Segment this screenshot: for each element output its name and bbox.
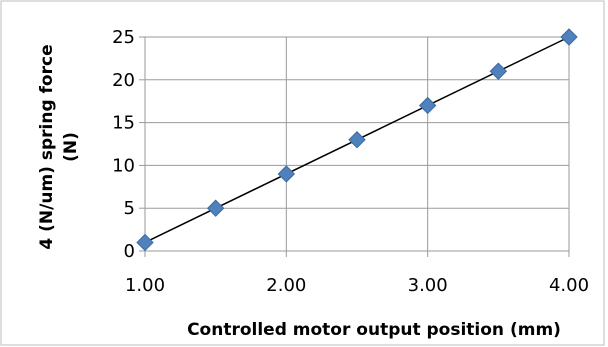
x-tick-label: 2.00	[266, 275, 306, 296]
y-tick-label: 20	[112, 70, 135, 91]
y-axis-title-line-2: (N)	[61, 132, 81, 162]
x-axis-title: Controlled motor output position (mm)	[187, 320, 561, 340]
data-point-marker	[489, 62, 508, 80]
x-tick-label: 4.00	[549, 275, 589, 296]
data-point-marker	[136, 233, 154, 252]
y-axis-title-line-1: 4 (N/um) spring force	[37, 44, 57, 249]
data-point-marker	[277, 165, 296, 183]
data-point-marker	[560, 28, 578, 46]
x-tick-labels: 1.00 2.00 3.00 4.00	[125, 275, 589, 296]
y-tick-labels: 0 5 10 15 20 25	[112, 27, 135, 262]
data-point-marker	[206, 199, 225, 217]
axes	[139, 36, 570, 257]
x-tick-label: 1.00	[125, 275, 165, 296]
data-point-marker	[418, 96, 437, 115]
data-points	[136, 28, 578, 252]
x-tick-label: 3.00	[408, 275, 448, 296]
y-tick-label: 0	[124, 241, 135, 262]
y-tick-label: 15	[112, 113, 135, 134]
y-axis-title: 4 (N/um) spring force (N)	[37, 44, 81, 249]
y-tick-label: 25	[112, 27, 135, 48]
data-point-marker	[348, 131, 366, 149]
y-tick-label: 5	[124, 198, 135, 219]
y-tick-label: 10	[112, 155, 135, 176]
